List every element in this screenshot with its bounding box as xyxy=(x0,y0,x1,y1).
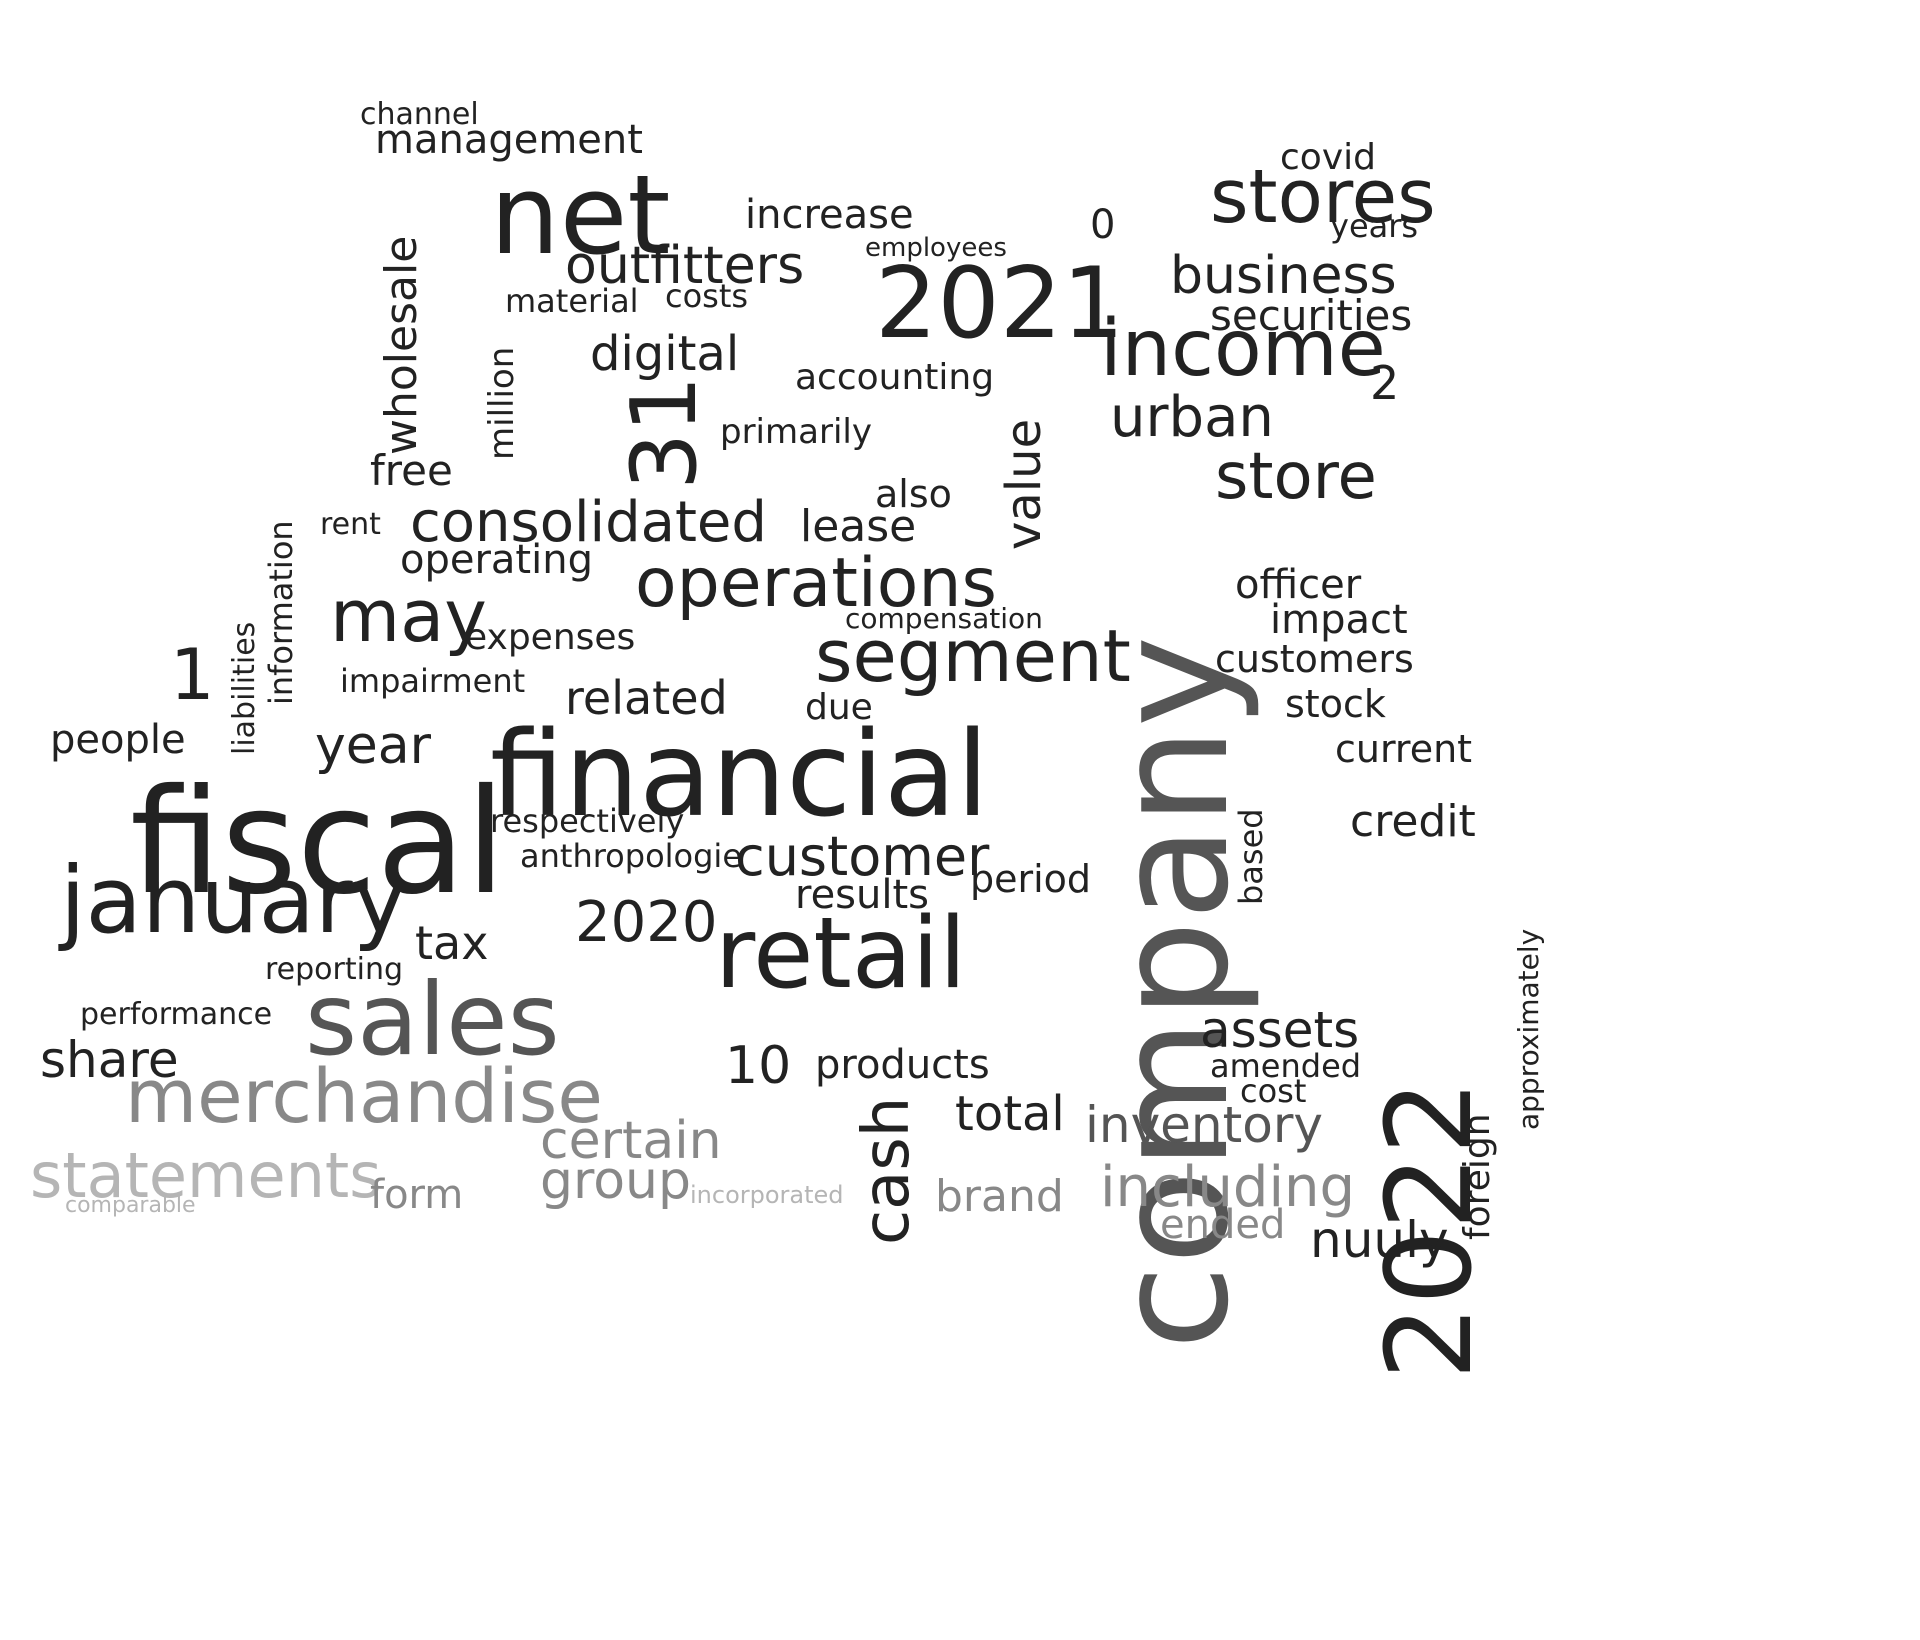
word-stock: stock xyxy=(1285,682,1386,726)
word-results: results xyxy=(795,872,930,918)
word-store: store xyxy=(1215,440,1377,514)
word-amended: amended xyxy=(1210,1047,1362,1085)
word-accounting: accounting xyxy=(795,357,995,398)
word-related: related xyxy=(565,671,728,725)
word-tax: tax xyxy=(415,916,489,970)
word-income: income xyxy=(1100,304,1386,394)
word-anthropologie: anthropologie xyxy=(520,837,742,875)
word-free: free xyxy=(370,446,453,495)
word-outfitters: outfitters xyxy=(565,236,805,296)
word-comparable: comparable xyxy=(65,1193,196,1218)
word-ended: ended xyxy=(1160,1202,1286,1248)
word-sales: sales xyxy=(305,961,560,1078)
word-expenses: expenses xyxy=(465,617,636,658)
word-foreign: foreign xyxy=(1457,1113,1498,1240)
word-people: people xyxy=(50,717,186,763)
word-segment: segment xyxy=(815,614,1131,698)
word-impairment: impairment xyxy=(340,662,526,700)
word-reporting: reporting xyxy=(265,952,404,987)
word-liabilities: liabilities xyxy=(227,621,262,755)
word-million: million xyxy=(482,346,522,460)
word-10: 10 xyxy=(725,1036,792,1096)
word-assets: assets xyxy=(1200,1001,1360,1059)
word-digital: digital xyxy=(590,326,740,382)
word-share: share xyxy=(40,1031,179,1089)
word-merchandise: merchandise xyxy=(125,1054,603,1140)
word-customer: customer xyxy=(735,825,990,888)
word-fiscal: fiscal xyxy=(130,758,506,927)
word-net: net xyxy=(490,151,671,279)
word-lease: lease xyxy=(800,501,917,552)
word-group: group xyxy=(540,1151,692,1211)
word-credit: credit xyxy=(1350,796,1476,847)
word-costs: costs xyxy=(665,277,749,315)
word-rent: rent xyxy=(320,507,381,542)
word-management: management xyxy=(375,117,643,163)
word-form: form xyxy=(370,1172,464,1218)
word-primarily: primarily xyxy=(720,412,872,452)
word-customers: customers xyxy=(1215,637,1414,681)
word-material: material xyxy=(505,282,639,320)
word-value: value xyxy=(996,418,1052,550)
word-cost: cost xyxy=(1240,1072,1307,1110)
word-cash: cash xyxy=(850,1096,924,1245)
word-also: also xyxy=(875,472,952,516)
word-compensation: compensation xyxy=(845,602,1043,635)
word-2: 2 xyxy=(1370,356,1400,410)
word-year: year xyxy=(315,716,432,776)
word-january: january xyxy=(60,847,408,954)
word-consolidated: consolidated xyxy=(410,490,767,555)
word-business: business xyxy=(1170,246,1397,306)
word-information: information xyxy=(262,520,300,705)
word-inventory: inventory xyxy=(1085,1096,1323,1154)
word-2021: 2021 xyxy=(875,247,1125,361)
word-urban: urban xyxy=(1110,385,1274,450)
word-certain: certain xyxy=(540,1111,722,1171)
word-performance: performance xyxy=(80,997,273,1032)
word-incorporated: incorporated xyxy=(690,1181,844,1209)
word-31: 31 xyxy=(612,375,717,490)
word-covid: covid xyxy=(1280,137,1376,178)
word-approximately: approximately xyxy=(1512,928,1545,1130)
word-financial: financial xyxy=(490,705,989,843)
word-total: total xyxy=(955,1086,1065,1142)
word-period: period xyxy=(970,857,1092,901)
word-2020: 2020 xyxy=(575,890,718,955)
word-years: years xyxy=(1330,207,1419,245)
word-retail: retail xyxy=(715,897,967,1011)
word-0: 0 xyxy=(1090,202,1116,248)
word-current: current xyxy=(1335,727,1473,771)
word-employees: employees xyxy=(865,233,1007,263)
word-wholesale: wholesale xyxy=(376,235,427,455)
word-1: 1 xyxy=(170,634,215,716)
word-impact: impact xyxy=(1270,597,1408,643)
word-operations: operations xyxy=(635,544,997,623)
word-brand: brand xyxy=(935,1171,1064,1222)
word-including: including xyxy=(1100,1155,1356,1220)
word-stores: stores xyxy=(1210,154,1436,240)
word-may: may xyxy=(330,574,487,658)
word-statements: statements xyxy=(30,1139,382,1212)
word-due: due xyxy=(805,687,873,728)
word-respectively: respectively xyxy=(490,802,685,840)
word-based: based xyxy=(1232,808,1270,905)
word-increase: increase xyxy=(745,192,914,238)
word-channel: channel xyxy=(360,97,479,132)
word-operating: operating xyxy=(400,537,593,583)
word-products: products xyxy=(815,1042,990,1088)
word-securities: securities xyxy=(1210,291,1413,340)
word-nuuly: nuuly xyxy=(1310,1211,1449,1269)
word-officer: officer xyxy=(1235,562,1362,608)
